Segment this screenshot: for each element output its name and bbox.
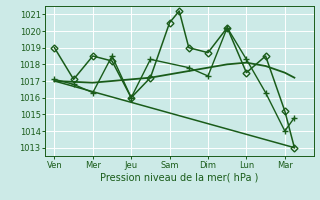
X-axis label: Pression niveau de la mer( hPa ): Pression niveau de la mer( hPa ) <box>100 173 258 183</box>
